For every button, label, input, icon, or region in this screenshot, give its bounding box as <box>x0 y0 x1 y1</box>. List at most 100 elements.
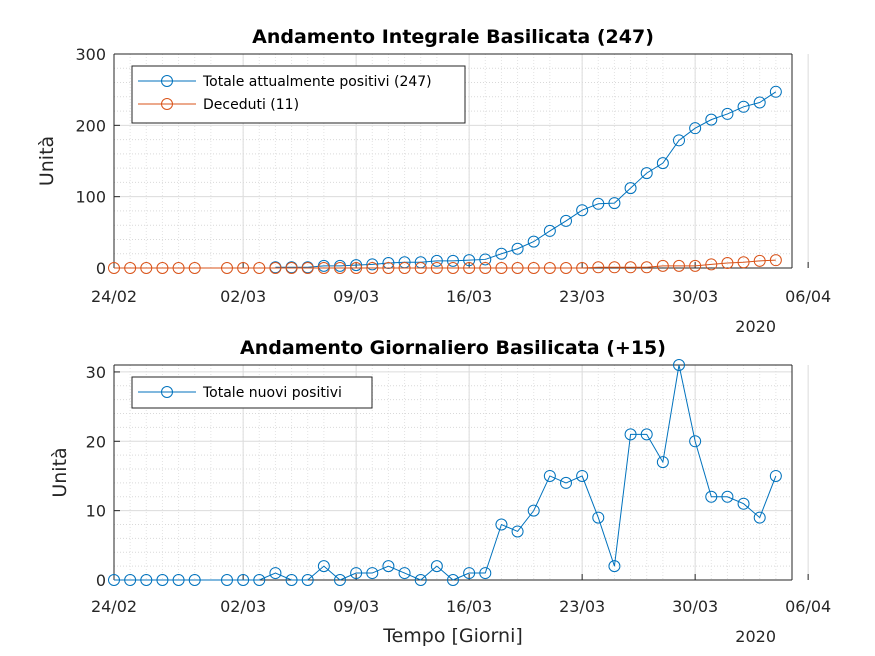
data-point <box>753 254 766 267</box>
data-point <box>301 262 314 274</box>
data-point <box>543 262 556 274</box>
data-point <box>624 261 637 274</box>
data-point <box>463 262 476 274</box>
x-tick-label: 02/03 <box>220 287 266 306</box>
data-point <box>753 511 766 524</box>
x-tick-label: 23/03 <box>559 287 605 306</box>
data-point <box>108 574 120 586</box>
data-point <box>560 262 572 274</box>
data-point <box>447 574 459 586</box>
data-point <box>188 262 201 274</box>
legend-entry-label: Totale nuovi positivi <box>202 385 342 401</box>
data-point <box>673 259 685 272</box>
x-tick-label: 30/03 <box>672 597 718 616</box>
data-point <box>705 490 718 503</box>
y-tick-label: 20 <box>86 432 106 451</box>
data-point <box>705 258 718 271</box>
data-point <box>495 262 508 274</box>
data-point <box>527 504 540 517</box>
data-point <box>447 254 459 267</box>
data-point <box>624 428 637 441</box>
x-tick-label: 16/03 <box>446 597 492 616</box>
y-tick-label: 0 <box>96 259 106 278</box>
data-point <box>689 122 702 135</box>
data-point <box>656 157 669 170</box>
chart-title: Andamento Giornaliero Basilicata (+15) <box>240 337 666 359</box>
y-tick-label: 10 <box>86 502 106 521</box>
data-point <box>640 261 653 274</box>
data-point <box>382 560 395 573</box>
y-tick-label: 300 <box>75 45 106 64</box>
data-point <box>124 574 137 586</box>
data-point <box>576 469 589 482</box>
data-point <box>705 113 718 126</box>
x-year-label: 2020 <box>735 317 776 336</box>
data-point <box>479 262 492 274</box>
data-point <box>479 567 492 580</box>
data-point <box>317 560 330 573</box>
data-point <box>382 257 395 270</box>
data-point <box>253 574 266 586</box>
data-point <box>511 262 524 274</box>
data-point <box>543 224 556 237</box>
top-chart-panel: 0 100 200 300 24/02 02/03 09/03 16/03 23/03 30/03… <box>36 26 831 336</box>
data-point <box>124 262 137 274</box>
data-point <box>398 262 411 274</box>
data-point <box>430 560 443 573</box>
data-point <box>495 247 508 260</box>
data-point <box>608 197 621 210</box>
data-point <box>334 574 346 586</box>
data-point <box>592 261 605 274</box>
data-point <box>737 497 750 510</box>
data-point <box>689 435 702 448</box>
data-point <box>543 469 556 482</box>
data-point <box>366 258 379 271</box>
y-tick-label: 0 <box>96 571 106 590</box>
legend-entry-label: Totale attualmente positivi (247) <box>202 74 432 90</box>
x-tick-label: 02/03 <box>220 597 266 616</box>
x-tick-label: 09/03 <box>333 287 379 306</box>
data-point <box>769 469 782 482</box>
data-point <box>188 574 201 586</box>
data-point <box>592 197 605 210</box>
y-axis-label: Unità <box>49 447 71 497</box>
legend-marker <box>161 386 173 398</box>
data-point <box>769 85 782 98</box>
data-point <box>447 262 459 274</box>
x-tick-label: 09/03 <box>333 597 379 616</box>
data-point <box>721 490 734 503</box>
data-point <box>172 574 185 586</box>
data-point <box>673 359 685 371</box>
data-point <box>317 262 330 274</box>
data-point <box>430 262 443 274</box>
y-tick-label: 100 <box>75 188 106 207</box>
data-point <box>366 567 379 580</box>
x-tick-label: 06/04 <box>785 287 831 306</box>
chart-title: Andamento Integrale Basilicata (247) <box>252 26 654 48</box>
data-point <box>721 107 734 120</box>
x-tick-label: 16/03 <box>446 287 492 306</box>
data-point <box>172 262 185 274</box>
data-point <box>656 456 669 469</box>
data-point <box>140 262 153 274</box>
data-point <box>285 574 298 586</box>
data-point <box>737 256 750 269</box>
y-axis-label: Unità <box>36 136 58 186</box>
data-point <box>560 476 572 489</box>
data-point <box>414 574 427 586</box>
data-point <box>640 167 653 180</box>
data-point <box>156 574 169 586</box>
data-point <box>640 428 653 441</box>
data-point <box>414 262 427 274</box>
y-tick-label: 200 <box>75 116 106 135</box>
data-point <box>511 525 524 538</box>
x-year-label: 2020 <box>735 627 776 646</box>
data-point <box>398 567 411 580</box>
data-point <box>350 567 363 580</box>
x-tick-label: 23/03 <box>559 597 605 616</box>
data-point <box>527 235 540 248</box>
data-point <box>108 262 120 274</box>
data-point <box>140 574 153 586</box>
data-point <box>721 257 734 270</box>
data-point <box>624 182 637 195</box>
